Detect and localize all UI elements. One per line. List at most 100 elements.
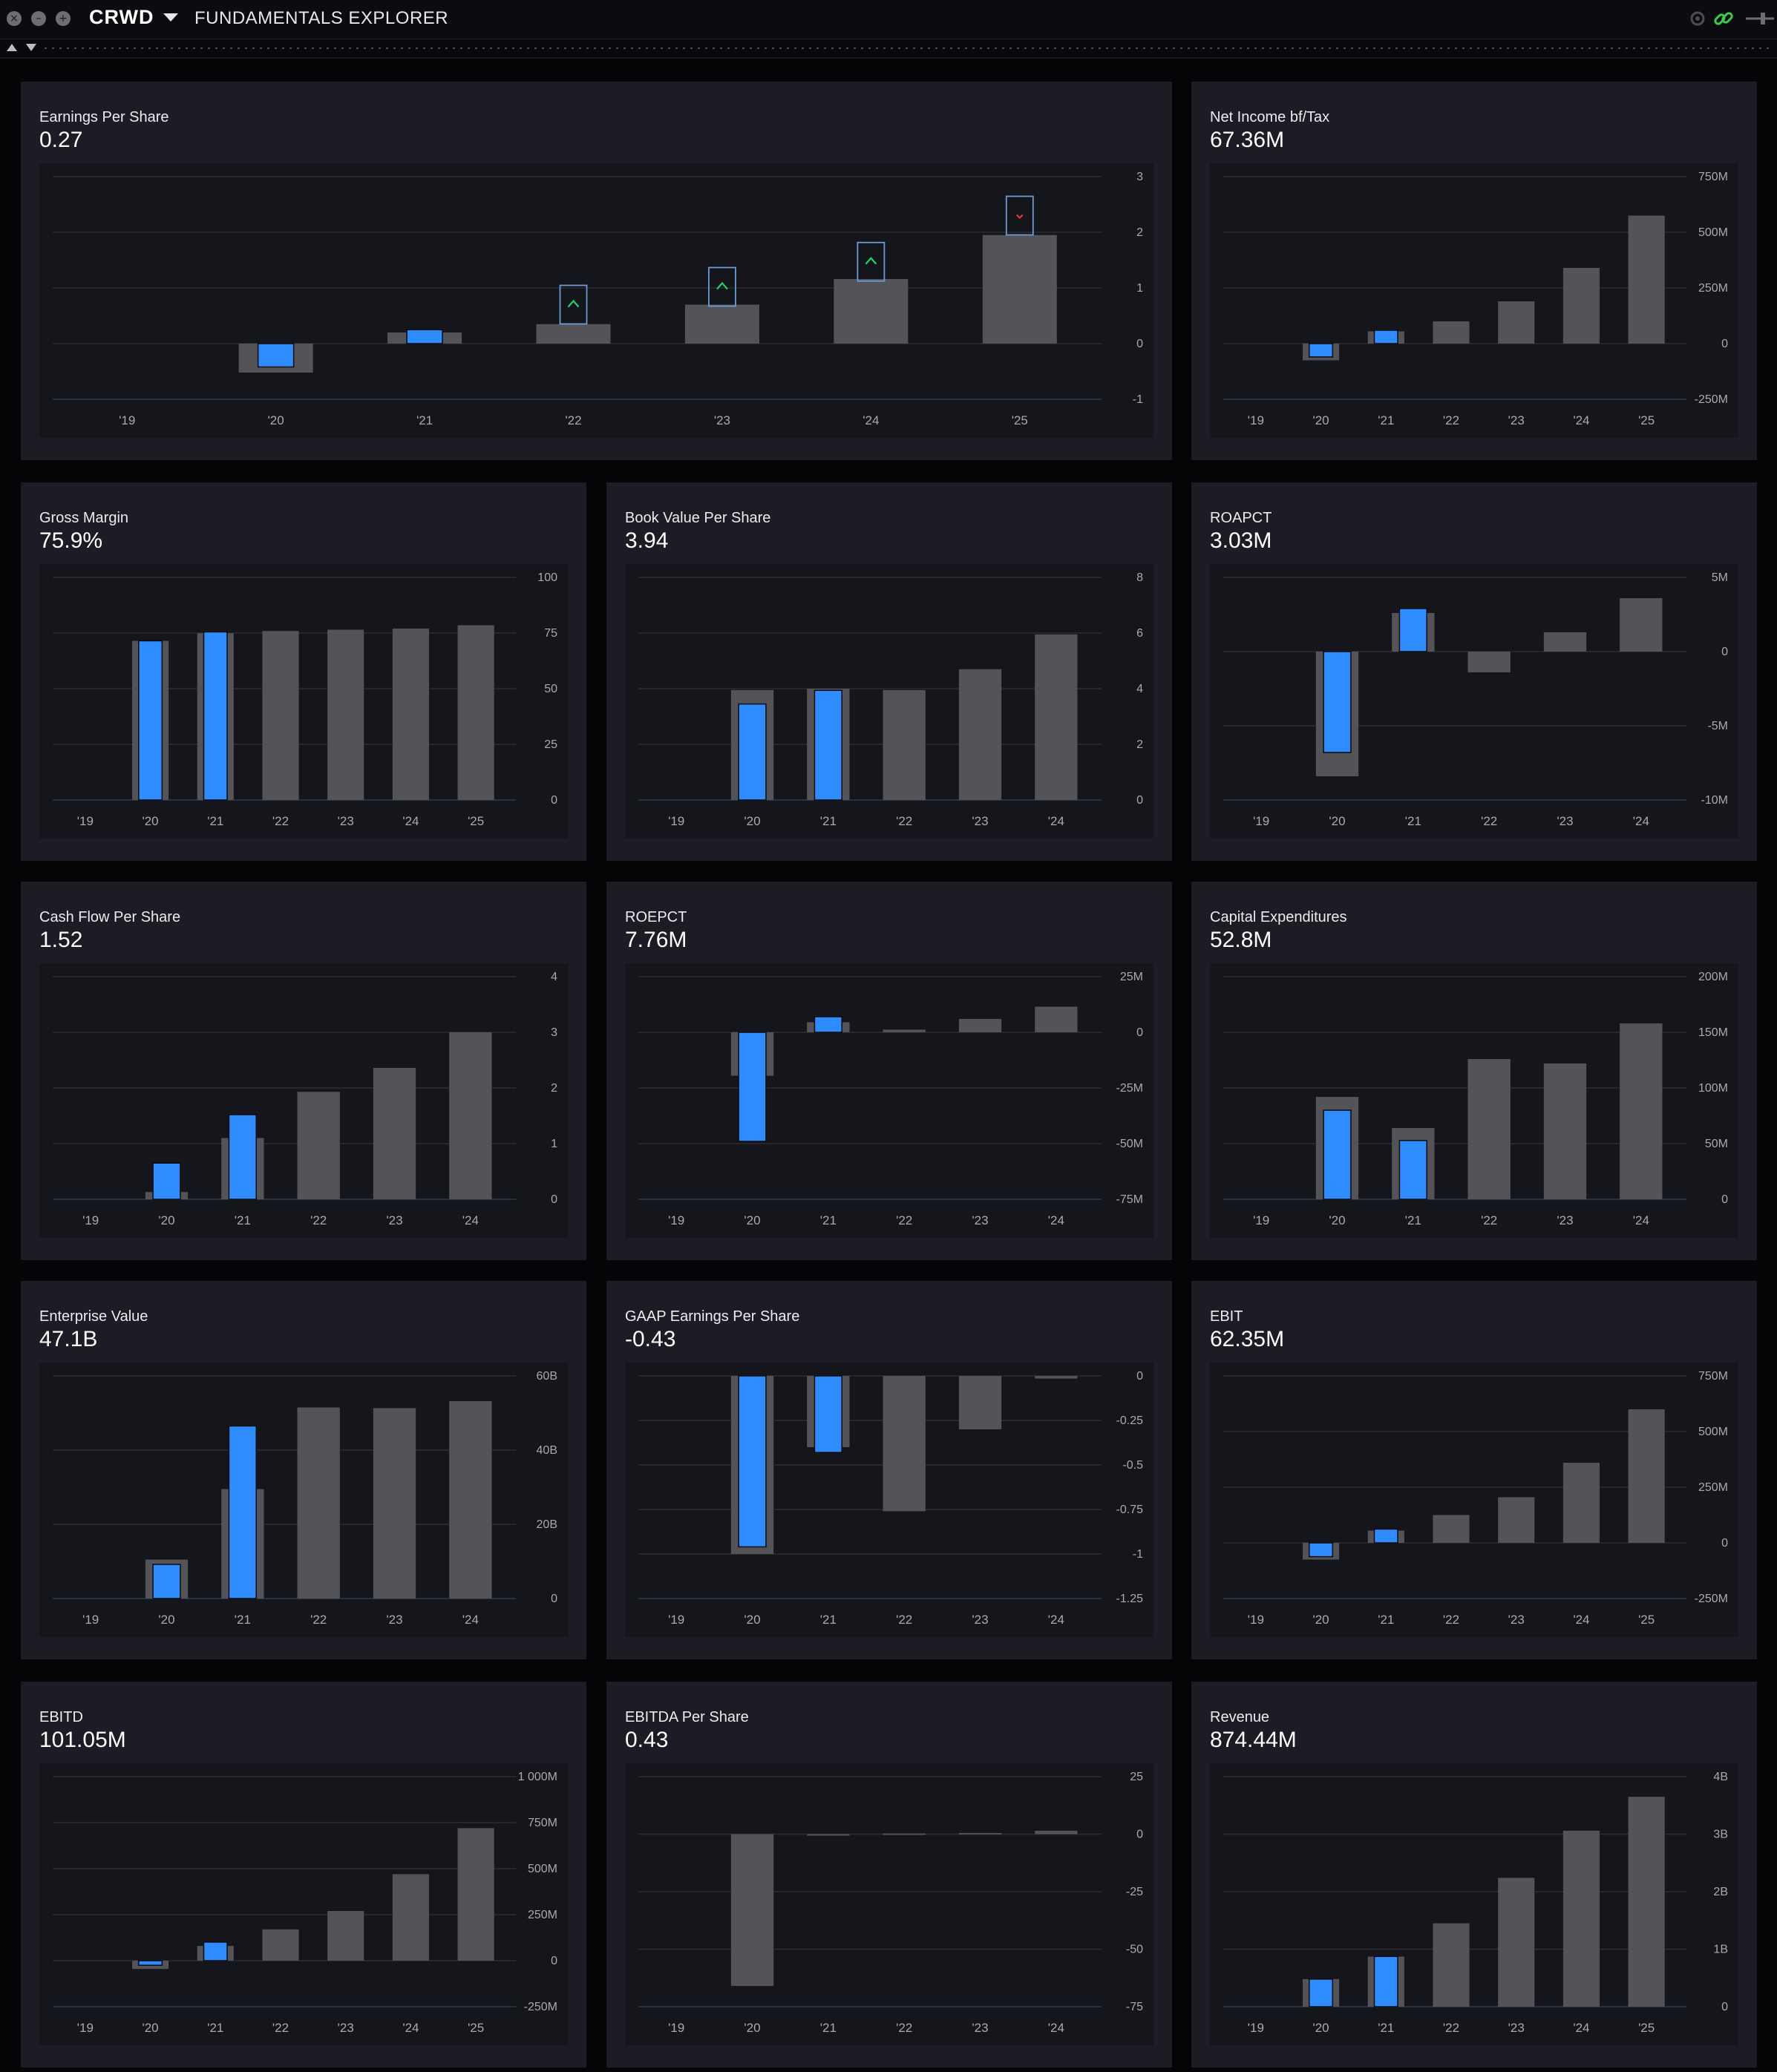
bar-highlight[interactable] xyxy=(738,703,767,801)
bar-reported[interactable] xyxy=(1467,652,1511,672)
bar-reported[interactable] xyxy=(1433,321,1470,344)
bar-reported[interactable] xyxy=(684,304,759,344)
bar-highlight[interactable] xyxy=(1373,330,1398,344)
metric-panel[interactable]: Earnings Per Share 0.27 3 2 1 0 -1 '19 '20 '21 '22… xyxy=(21,82,1172,460)
bar-reported[interactable] xyxy=(1628,1797,1665,2007)
bar-reported[interactable] xyxy=(958,669,1002,800)
bar-reported[interactable] xyxy=(449,1401,492,1599)
bar-reported[interactable] xyxy=(457,625,494,801)
estimate-marker[interactable] xyxy=(708,266,736,307)
bar-reported[interactable] xyxy=(883,1833,926,1835)
bar-reported[interactable] xyxy=(982,235,1057,344)
bar-reported[interactable] xyxy=(1562,1830,1600,2007)
bar-highlight[interactable] xyxy=(1309,343,1334,358)
metric-panel[interactable]: EBITDA Per Share 0.43 25 0 -25 -50 -75 '19 '20 '2… xyxy=(606,1682,1172,2068)
bar-highlight[interactable] xyxy=(228,1425,258,1599)
metric-panel[interactable]: Revenue 874.44M 4B 3B 2B 1B 0 '19 '20 '21 '22 '23 '2… xyxy=(1191,1682,1757,2068)
bar-reported[interactable] xyxy=(262,631,299,800)
bar-reported[interactable] xyxy=(373,1408,416,1599)
bar-reported[interactable] xyxy=(807,1834,850,1836)
metric-panel[interactable]: GAAP Earnings Per Share -0.43 0 -0.25 -0.5 -0… xyxy=(606,1281,1172,1659)
chevron-down-icon[interactable] xyxy=(163,13,178,22)
estimate-marker[interactable] xyxy=(857,241,886,282)
maximize-window-button[interactable]: + xyxy=(56,11,71,26)
bar-highlight[interactable] xyxy=(814,1375,843,1453)
link-icon[interactable] xyxy=(1712,7,1735,30)
bar-reported[interactable] xyxy=(1035,634,1078,800)
bar-reported[interactable] xyxy=(1628,215,1665,344)
bar-reported[interactable] xyxy=(1628,1409,1665,1543)
chart-area[interactable]: 3 2 1 0 -1 '19 '20 '21 '22 '23 '24 '25 xyxy=(39,163,1153,438)
metric-panel[interactable]: Net Income bf/Tax 67.36M 750M 500M 250M 0 -250… xyxy=(1191,82,1757,460)
bar-reported[interactable] xyxy=(1467,1059,1511,1199)
chart-area[interactable]: 100 75 50 25 0 '19 '20 '21 '22 '23 '24 '25 xyxy=(39,564,568,839)
bar-highlight[interactable] xyxy=(1323,651,1352,753)
minimize-window-button[interactable]: – xyxy=(31,11,46,26)
chart-area[interactable]: 750M 500M 250M 0 -250M '19 '20 '21 '22 '23 '24 '25 xyxy=(1210,163,1738,438)
bar-highlight[interactable] xyxy=(1373,1528,1398,1544)
chart-area[interactable]: 60B 40B 20B 0 '19 '20 '21 '22 '23 '24 xyxy=(39,1363,568,1637)
bar-reported[interactable] xyxy=(1620,598,1663,652)
bar-reported[interactable] xyxy=(883,689,926,800)
scroll-up-icon[interactable] xyxy=(7,44,17,51)
chart-area[interactable]: 8 6 4 2 0 '19 '20 '21 '22 '23 '24 xyxy=(625,564,1153,839)
bar-highlight[interactable] xyxy=(138,640,163,801)
bar-reported[interactable] xyxy=(1035,1830,1078,1835)
bar-reported[interactable] xyxy=(392,1874,429,1961)
ticker-selector[interactable]: CRWD xyxy=(89,6,154,28)
bar-highlight[interactable] xyxy=(257,343,295,368)
bar-reported[interactable] xyxy=(327,1911,364,1961)
bar-reported[interactable] xyxy=(958,1019,1002,1032)
chart-area[interactable]: 4B 3B 2B 1B 0 '19 '20 '21 '22 '23 '24 '25 xyxy=(1210,1763,1738,2045)
bar-reported[interactable] xyxy=(1543,632,1587,652)
bar-highlight[interactable] xyxy=(1398,1140,1428,1200)
bar-highlight[interactable] xyxy=(203,631,228,801)
bar-reported[interactable] xyxy=(1433,1923,1470,2007)
metric-panel[interactable]: Enterprise Value 47.1B 60B 40B 20B 0 '19 '20 '21… xyxy=(21,1281,586,1659)
bar-reported[interactable] xyxy=(449,1032,492,1199)
bar-reported[interactable] xyxy=(1498,1497,1535,1544)
bar-reported[interactable] xyxy=(1035,1376,1078,1379)
bar-highlight[interactable] xyxy=(406,329,443,344)
metric-panel[interactable]: Cash Flow Per Share 1.52 4 3 2 1 0 '19 '20 '21 '22… xyxy=(21,882,586,1260)
bar-reported[interactable] xyxy=(327,629,364,801)
bar-reported[interactable] xyxy=(457,1828,494,1961)
bar-highlight[interactable] xyxy=(228,1114,258,1200)
chart-area[interactable]: 200M 150M 100M 50M 0 '19 '20 '21 '22 '23 '24 xyxy=(1210,963,1738,1238)
chart-area[interactable]: 25 0 -25 -50 -75 '19 '20 '21 '22 '23 '24 xyxy=(625,1763,1153,2045)
bar-reported[interactable] xyxy=(297,1407,340,1599)
bar-reported[interactable] xyxy=(958,1832,1002,1835)
bar-highlight[interactable] xyxy=(814,689,843,801)
bar-reported[interactable] xyxy=(1562,268,1600,344)
bar-reported[interactable] xyxy=(1562,1463,1600,1543)
bar-reported[interactable] xyxy=(1620,1023,1663,1199)
scroll-down-icon[interactable] xyxy=(26,44,36,51)
metric-panel[interactable]: Capital Expenditures 52.8M 200M 150M 100M 50M… xyxy=(1191,882,1757,1260)
estimate-marker[interactable] xyxy=(1005,195,1034,236)
bar-highlight[interactable] xyxy=(1323,1109,1352,1200)
chart-area[interactable]: 25M 0 -25M -50M -75M '19 '20 '21 '22 '23 '24 xyxy=(625,963,1153,1238)
bar-highlight[interactable] xyxy=(138,1960,163,1966)
estimate-marker[interactable] xyxy=(559,284,588,325)
bar-reported[interactable] xyxy=(1498,1878,1535,2007)
chart-area[interactable]: 1 000M 750M 500M 250M 0 -250M '19 '20 '21 '22 '23 '… xyxy=(39,1763,568,2045)
chart-area[interactable]: 0 -0.25 -0.5 -0.75 -1 -1.25 '19 '20 '21 '22 '23 '24 xyxy=(625,1363,1153,1637)
bar-reported[interactable] xyxy=(883,1376,926,1512)
chart-area[interactable]: 750M 500M 250M 0 -250M '19 '20 '21 '22 '23 '24 '25 xyxy=(1210,1363,1738,1637)
bar-reported[interactable] xyxy=(1498,301,1535,344)
bar-reported[interactable] xyxy=(730,1834,774,1987)
bar-highlight[interactable] xyxy=(738,1375,767,1548)
bar-highlight[interactable] xyxy=(1309,1978,1334,2007)
chart-area[interactable]: 4 3 2 1 0 '19 '20 '21 '22 '23 '24 xyxy=(39,963,568,1238)
metric-panel[interactable]: Book Value Per Share 3.94 8 6 4 2 0 '19 '20 '21 '2… xyxy=(606,482,1172,861)
metric-panel[interactable]: ROEPCT 7.76M 25M 0 -25M -50M -75M '19 '20 '21 '22 '… xyxy=(606,882,1172,1260)
bar-reported[interactable] xyxy=(297,1092,340,1199)
bar-highlight[interactable] xyxy=(152,1162,181,1200)
metric-panel[interactable]: ROAPCT 3.03M 5M 0 -5M -10M '19 '20 '21 '22 '23 '24 xyxy=(1191,482,1757,861)
bar-reported[interactable] xyxy=(536,324,611,344)
bar-highlight[interactable] xyxy=(814,1016,843,1033)
close-window-button[interactable]: × xyxy=(7,11,22,26)
bar-reported[interactable] xyxy=(883,1029,926,1032)
chart-area[interactable]: 5M 0 -5M -10M '19 '20 '21 '22 '23 '24 xyxy=(1210,564,1738,839)
bar-highlight[interactable] xyxy=(1373,1955,1398,2007)
